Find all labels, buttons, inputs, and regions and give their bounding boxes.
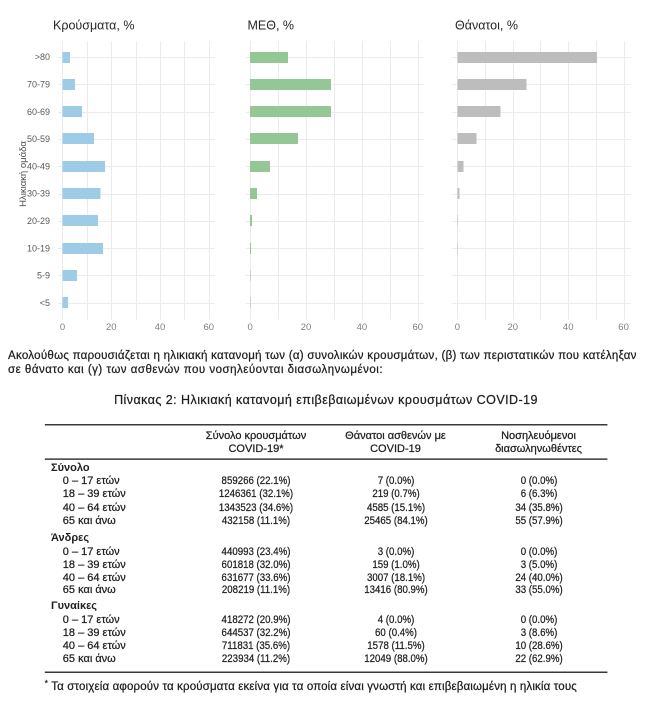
svg-text:10-19: 10-19 xyxy=(27,243,50,253)
svg-text:ΜΕΘ, %: ΜΕΘ, % xyxy=(248,19,295,33)
svg-text:30-39: 30-39 xyxy=(27,189,50,199)
svg-text:0: 0 xyxy=(60,322,65,333)
svg-text:20: 20 xyxy=(301,322,312,333)
svg-text:>80: >80 xyxy=(35,52,50,62)
svg-text:50-59: 50-59 xyxy=(27,134,50,144)
svg-text:Κρούσματα, %: Κρούσματα, % xyxy=(53,19,134,33)
svg-text:60: 60 xyxy=(618,322,629,333)
svg-text:Ηλικιακή ομάδα: Ηλικιακή ομάδα xyxy=(18,141,29,207)
svg-text:60: 60 xyxy=(413,322,424,333)
svg-text:40: 40 xyxy=(563,322,574,333)
svg-text:60: 60 xyxy=(204,322,215,333)
svg-text:5-9: 5-9 xyxy=(37,271,50,281)
svg-text:40: 40 xyxy=(155,322,166,333)
svg-text:70-79: 70-79 xyxy=(27,80,50,90)
svg-text:<5: <5 xyxy=(40,298,50,308)
svg-text:40-49: 40-49 xyxy=(27,161,50,171)
svg-text:0: 0 xyxy=(455,322,460,333)
svg-text:20-29: 20-29 xyxy=(27,216,50,226)
svg-text:40: 40 xyxy=(357,322,368,333)
svg-text:20: 20 xyxy=(508,322,519,333)
svg-text:Θάνατοι, %: Θάνατοι, % xyxy=(455,19,518,33)
svg-text:20: 20 xyxy=(106,322,117,333)
svg-text:0: 0 xyxy=(247,322,252,333)
svg-text:60-69: 60-69 xyxy=(27,107,50,117)
